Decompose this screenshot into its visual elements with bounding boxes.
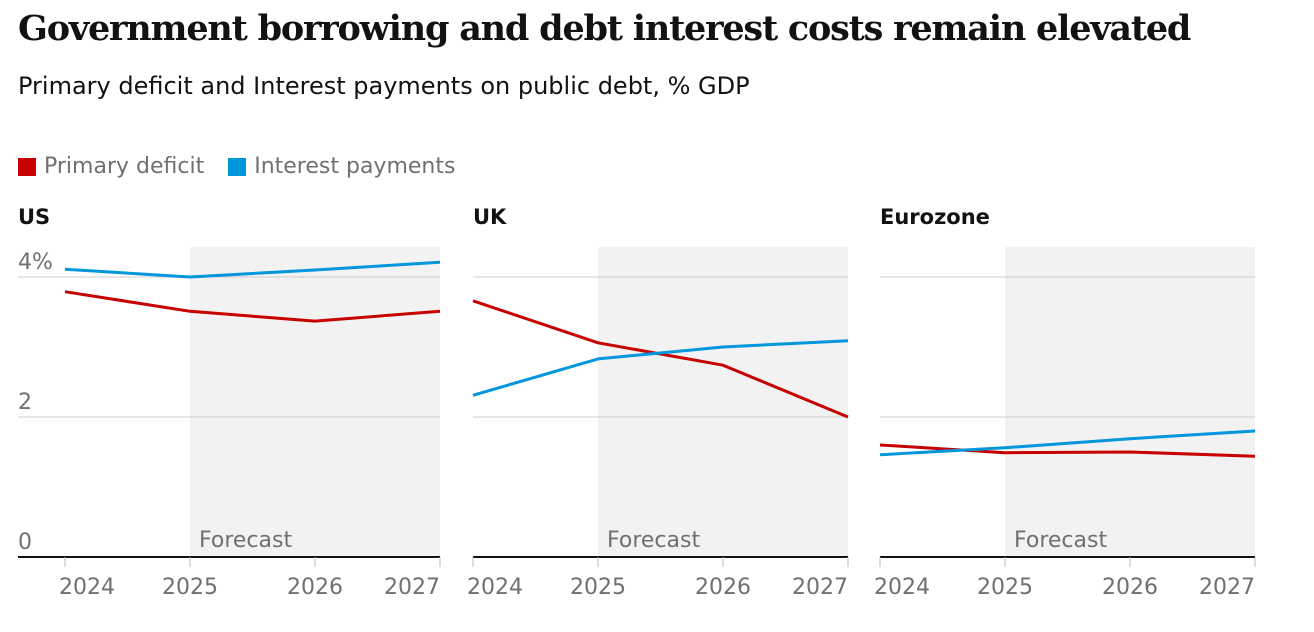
series-line-primary-deficit — [64, 290, 441, 323]
series-line-interest-payments — [64, 260, 441, 279]
series-line-interest-payments — [879, 429, 1256, 457]
forecast-shading — [190, 247, 440, 557]
forecast-label: Forecast — [607, 528, 700, 553]
x-tick-label: 2024 — [467, 575, 523, 600]
series-line-primary-deficit — [879, 443, 1256, 458]
chart-title: Government borrowing and debt interest c… — [18, 8, 1191, 49]
x-tick-label: 2027 — [384, 575, 440, 600]
x-tick-label: 2027 — [1199, 575, 1255, 600]
forecast-shading — [598, 247, 848, 557]
legend: Primary deficit Interest payments — [18, 154, 455, 179]
legend-label: Primary deficit — [44, 154, 205, 179]
chart-subtitle: Primary deficit and Interest payments on… — [18, 72, 750, 100]
x-tick-label: 2024 — [59, 575, 115, 600]
forecast-label: Forecast — [1014, 528, 1107, 553]
x-tick-label: 2026 — [1102, 575, 1158, 600]
legend-swatch — [18, 157, 36, 176]
panel-title: Eurozone — [880, 205, 990, 229]
x-tick-label: 2024 — [874, 575, 930, 600]
x-tick-label: 2027 — [792, 575, 848, 600]
x-tick-label: 2026 — [287, 575, 343, 600]
legend-item-primary-deficit: Primary deficit — [18, 154, 204, 179]
legend-item-interest-payments: Interest payments — [228, 154, 455, 179]
forecast-label: Forecast — [199, 528, 292, 553]
panel-title: UK — [473, 205, 507, 229]
x-tick-label: 2025 — [162, 575, 218, 600]
y-tick-label: 0 — [18, 530, 32, 555]
legend-label: Interest payments — [254, 154, 456, 179]
y-tick-label: 2 — [18, 390, 32, 415]
x-tick-label: 2025 — [570, 575, 626, 600]
series-line-interest-payments — [472, 339, 849, 397]
x-tick-label: 2025 — [977, 575, 1033, 600]
forecast-shading — [1005, 247, 1255, 557]
panel-title: US — [18, 205, 50, 229]
x-tick-label: 2026 — [695, 575, 751, 600]
y-tick-label: 4% — [18, 250, 53, 275]
legend-swatch — [228, 157, 247, 176]
